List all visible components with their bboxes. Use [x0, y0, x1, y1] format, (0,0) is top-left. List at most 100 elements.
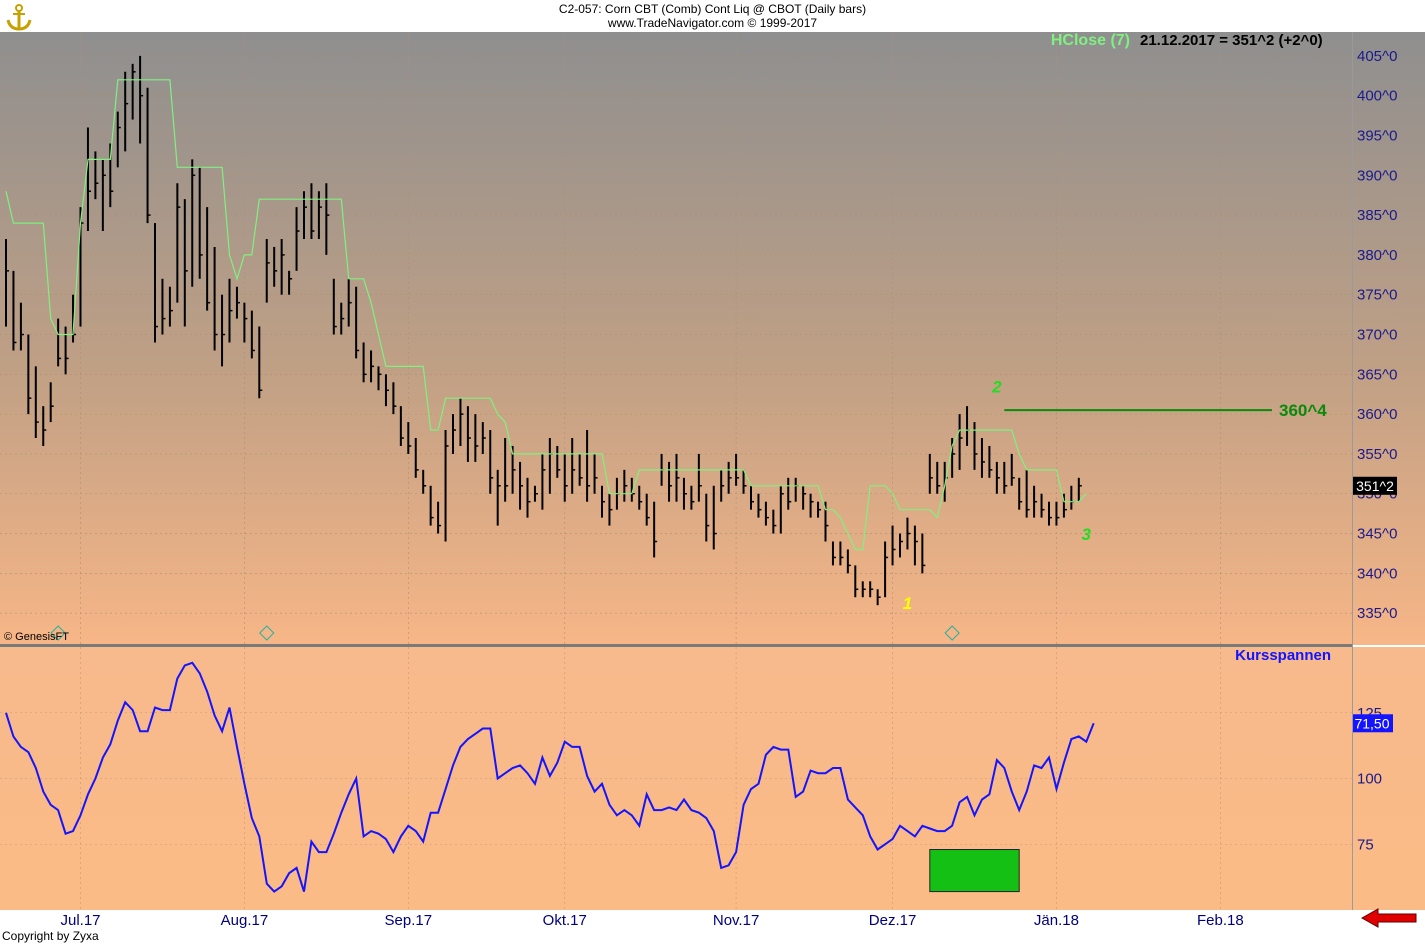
price-bar — [727, 461, 732, 494]
price-tick-label: 400^0 — [1357, 88, 1397, 105]
price-tick-label: 335^0 — [1357, 605, 1397, 622]
price-bar — [913, 525, 918, 566]
price-bars — [5, 55, 1082, 606]
price-bar — [1025, 469, 1030, 518]
price-bar — [273, 246, 278, 287]
kurs-last-label: 71,50 — [1354, 715, 1389, 731]
wave-label: 3 — [1082, 525, 1092, 544]
price-bar — [161, 278, 166, 335]
price-bar — [764, 501, 769, 526]
price-bar — [392, 382, 397, 415]
price-tick-label: 395^0 — [1357, 127, 1397, 144]
price-bar — [563, 453, 568, 502]
x-tick-label: Jul.17 — [60, 912, 100, 929]
price-bar — [139, 55, 144, 144]
x-tick-label: Nov.17 — [713, 912, 759, 929]
price-bar — [489, 430, 494, 494]
price-bar — [742, 469, 747, 494]
price-bar — [675, 453, 680, 502]
price-tick-label: 375^0 — [1357, 287, 1397, 304]
price-bar — [578, 453, 583, 486]
last-price-box — [1353, 476, 1397, 495]
price-bar — [899, 533, 903, 558]
price-bar — [384, 374, 389, 407]
price-tick-label: 380^0 — [1357, 247, 1397, 264]
price-bar — [1033, 485, 1038, 518]
price-bar — [519, 461, 524, 510]
kurs-tick-label: 75 — [1357, 836, 1374, 853]
price-bar — [168, 286, 173, 327]
price-bar — [1018, 477, 1023, 510]
wave-label: 1 — [903, 594, 912, 613]
price-bar — [347, 278, 352, 327]
price-bar — [787, 477, 792, 510]
price-bar — [750, 485, 754, 510]
price-bar — [831, 541, 836, 566]
x-tick-label: Dez.17 — [869, 912, 917, 929]
x-tick-label: Sep.17 — [385, 912, 433, 929]
hclose-line-group — [5, 79, 1272, 551]
price-bar — [377, 366, 382, 391]
kurs-panel-title: Kursspannen — [1235, 647, 1331, 664]
price-bar — [601, 485, 605, 518]
x-tick-label: Aug.17 — [221, 912, 269, 929]
price-bar — [332, 278, 337, 335]
price-bar — [213, 246, 218, 351]
price-bar — [839, 541, 844, 566]
price-tick-label: 360^0 — [1357, 406, 1397, 423]
price-bar — [295, 207, 300, 271]
copyright-label: Copyright by Zyxa — [2, 929, 99, 943]
grid — [0, 32, 1352, 910]
wave-label: 2 — [991, 378, 1002, 397]
price-bar — [183, 199, 188, 327]
price-bar — [623, 469, 628, 502]
last-price-label: 351^2 — [1356, 478, 1394, 494]
price-bar — [310, 183, 315, 239]
price-panel-background — [0, 32, 1425, 645]
price-bar — [541, 453, 546, 510]
price-bar — [921, 533, 926, 574]
price-bar — [243, 302, 248, 343]
price-bar — [86, 127, 91, 232]
price-bar — [705, 493, 710, 542]
price-bar — [12, 270, 17, 351]
price-bar — [116, 111, 121, 168]
price-bar — [422, 469, 427, 494]
kurs-last-box — [1353, 714, 1393, 733]
price-bar — [146, 87, 151, 224]
price-bar — [772, 509, 777, 534]
price-bar — [362, 342, 367, 383]
price-bar — [1040, 493, 1045, 518]
target-box — [929, 849, 1020, 893]
price-bar — [265, 238, 270, 303]
price-bar — [936, 461, 941, 494]
price-bar — [817, 501, 822, 518]
price-bar — [757, 493, 762, 518]
scroll-arrow-icon[interactable] — [1360, 908, 1417, 928]
price-bar — [325, 183, 330, 255]
price-bar — [928, 453, 933, 494]
price-bar — [720, 469, 725, 502]
price-tick-label: 345^0 — [1357, 526, 1397, 543]
price-bar — [19, 302, 24, 351]
price-bar — [206, 207, 211, 311]
price-bar — [399, 406, 404, 446]
price-bar — [712, 485, 717, 550]
price-bar — [638, 485, 643, 510]
price-bar — [988, 445, 993, 478]
price-bar — [57, 318, 62, 367]
price-bar — [906, 517, 911, 550]
price-tick-label: 365^0 — [1357, 366, 1397, 383]
price-bar — [697, 453, 702, 502]
price-bar — [101, 159, 106, 232]
price-bar — [980, 438, 985, 478]
x-tick-label: Feb.18 — [1197, 912, 1244, 929]
genesis-label: © GenesisFT — [4, 631, 69, 643]
price-bar — [466, 406, 471, 462]
price-bar — [846, 549, 851, 574]
price-bar — [958, 414, 963, 470]
kurs-tick-label: 100 — [1357, 771, 1382, 788]
roll-marker-icon — [50, 625, 66, 641]
price-bar — [556, 445, 561, 478]
price-bar — [27, 334, 32, 415]
